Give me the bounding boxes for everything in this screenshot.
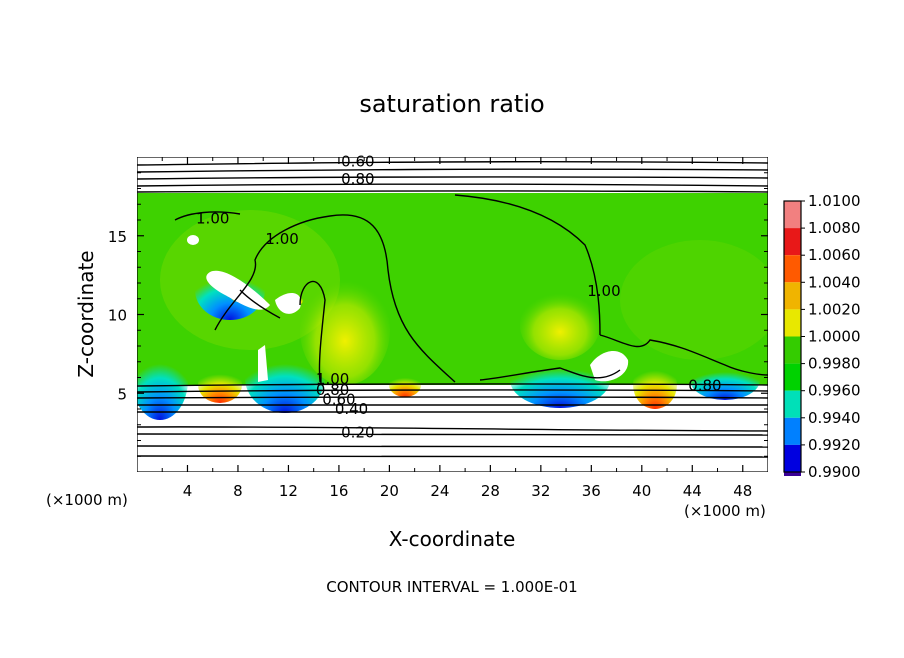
colorbar-tick-label: 0.9940 (808, 409, 861, 427)
x-axis-title: X-coordinate (389, 527, 516, 551)
colorbar-swatch (784, 472, 801, 476)
colorbar-swatch (784, 363, 801, 391)
contour-lines (137, 161, 768, 458)
colorbar-swatch (784, 336, 801, 364)
colorbar: 1.0100 1.0080 1.0060 1.0040 1.0020 1.0000 0.99… (783, 192, 861, 481)
contour-interval-note: CONTOUR INTERVAL = 1.000E-01 (326, 578, 577, 596)
y-tick-label: 5 (117, 385, 127, 403)
x-axis-ticks: 4 8 12 16 20 24 28 32 36 40 44 48 (161, 157, 752, 500)
colorbar-tick-label: 1.0060 (808, 246, 861, 264)
dry-region (206, 270, 270, 310)
colorbar-tick-label: 1.0000 (808, 328, 861, 346)
x-tick-label: 24 (430, 482, 449, 500)
contour-label: 0.60 (322, 391, 355, 409)
x-tick-label: 16 (329, 482, 348, 500)
dry-region (275, 293, 301, 314)
contour-labels: 0.600.801.001.001.001.000.800.600.400.20… (196, 153, 722, 442)
x-tick-label: 44 (683, 482, 702, 500)
contour-label: 0.80 (688, 376, 721, 394)
x-unit-left: (×1000 m) (46, 491, 128, 509)
colorbar-tick-label: 0.9920 (808, 436, 861, 454)
contour-label: 1.00 (265, 230, 298, 248)
colorbar-tick-label: 1.0040 (808, 273, 861, 291)
colorbar-tick-label: 1.0100 (808, 192, 861, 210)
warm-bulge (520, 290, 600, 360)
colorbar-swatch (784, 390, 801, 418)
contour-label: 0.60 (341, 153, 374, 171)
colorbar-swatch (784, 255, 801, 283)
dry-region (258, 345, 268, 382)
colorbar-tick-label: 0.9960 (808, 382, 861, 400)
contour-label: 1.00 (316, 370, 349, 388)
x-unit-right: (×1000 m) (684, 502, 766, 520)
x-tick-label: 36 (582, 482, 601, 500)
colorbar-swatch (784, 444, 801, 472)
x-tick-label: 32 (531, 482, 550, 500)
contour-label: 0.80 (316, 381, 349, 399)
colorbar-tick-label: 0.9900 (808, 463, 861, 481)
y-tick-label: 10 (108, 307, 127, 325)
dry-region (590, 350, 629, 382)
x-tick-label: 28 (481, 482, 500, 500)
contour-label: 1.00 (587, 282, 620, 300)
colorbar-swatch (784, 417, 801, 445)
heatmap-field (137, 157, 768, 472)
y-axis-ticks: 5 10 15 (108, 172, 768, 457)
x-tick-label: 4 (183, 482, 193, 500)
contour-label: 1.00 (196, 209, 229, 227)
colorbar-swatch (784, 309, 801, 337)
y-axis-title: Z-coordinate (74, 250, 98, 377)
colorbar-tick-label: 1.0020 (808, 300, 861, 318)
contour-label: 0.20 (341, 424, 374, 442)
warm-bulge (300, 275, 390, 385)
colorbar-tick-label: 0.9980 (808, 355, 861, 373)
x-tick-label: 20 (380, 482, 399, 500)
x-tick-label: 48 (733, 482, 752, 500)
cool-pocket (245, 343, 325, 413)
dry-region (187, 235, 199, 245)
cool-pocket (510, 352, 610, 408)
colorbar-tick-label: 1.0080 (808, 219, 861, 237)
colorbar-swatch (784, 201, 801, 229)
x-tick-label: 12 (279, 482, 298, 500)
contour-label: 0.40 (335, 400, 368, 418)
hot-spot (389, 373, 421, 397)
x-tick-label: 40 (632, 482, 651, 500)
contour-label: 0.80 (341, 170, 374, 188)
colorbar-swatch (784, 282, 801, 310)
cool-pocket (137, 340, 188, 420)
x-tick-label: 8 (233, 482, 243, 500)
y-tick-label: 15 (108, 228, 127, 246)
chart-title: saturation ratio (359, 90, 544, 118)
colorbar-swatch (784, 228, 801, 256)
